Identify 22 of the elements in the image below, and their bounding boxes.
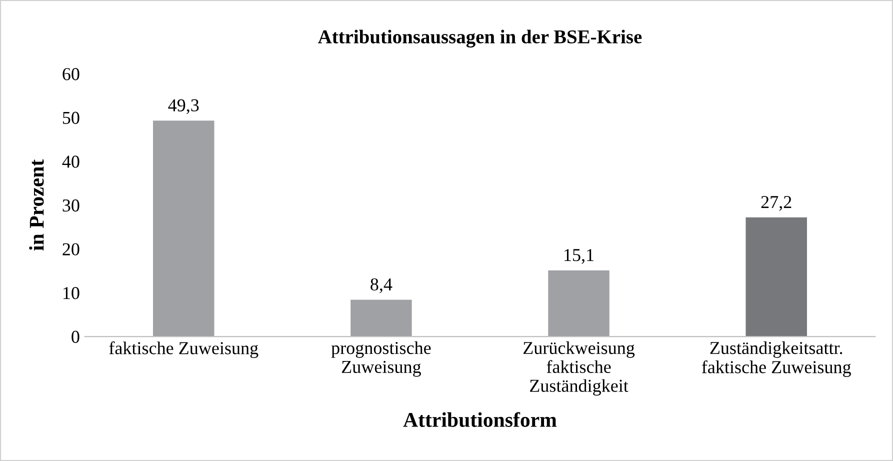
bar — [548, 270, 610, 337]
data-label: 49,3 — [168, 99, 199, 114]
y-axis-title: in Prozent — [29, 159, 44, 250]
y-tick-label: 30 — [62, 199, 80, 212]
x-tick-label: Zuständigkeitsattr. faktische Zuweisung — [702, 341, 851, 377]
y-tick-label: 50 — [62, 112, 80, 124]
y-tick-label: 40 — [62, 156, 80, 168]
x-axis-title: Attributionsform — [403, 412, 557, 428]
y-tick-label: 60 — [62, 68, 80, 80]
y-tick-label: 10 — [64, 286, 80, 300]
y-tick-label: 0 — [72, 330, 80, 343]
bar — [746, 217, 807, 337]
x-tick-label: faktische Zuweisung — [109, 341, 258, 358]
data-label: 27,2 — [761, 196, 792, 211]
chart-title: Attributionsaussagen in der BSE-Krise — [318, 30, 642, 48]
bar — [350, 300, 412, 337]
y-tick-label: 20 — [62, 243, 80, 256]
data-label: 15,1 — [564, 249, 594, 264]
bar — [153, 120, 214, 337]
data-label: 8,4 — [370, 278, 392, 294]
x-tick-label: prognostische Zuweisung — [331, 341, 431, 377]
x-tick-label: Zurückweisung faktische Zuständigkeit — [523, 341, 635, 396]
